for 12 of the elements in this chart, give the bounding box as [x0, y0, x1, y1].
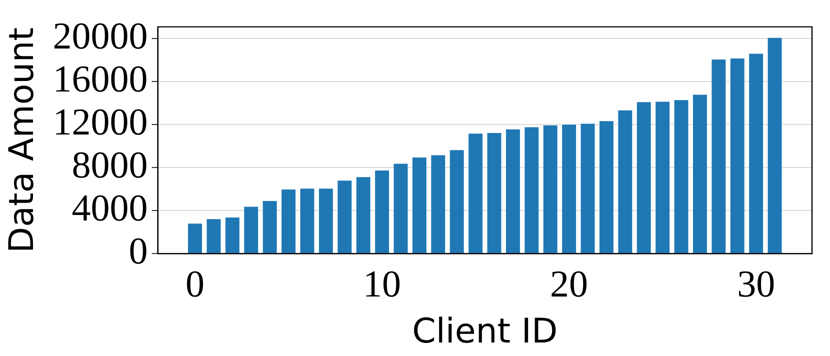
y-tick-label: 0 — [128, 230, 148, 273]
y-axis-title: Data Amount — [2, 27, 42, 254]
x-axis-title: Client ID — [412, 311, 558, 352]
x-tick-label: 0 — [186, 263, 205, 306]
x-tick-label: 30 — [737, 263, 776, 306]
y-tick-label: 8000 — [72, 144, 148, 187]
y-tick-label: 4000 — [72, 188, 148, 230]
y-tick-label: 20000 — [52, 16, 148, 58]
x-tick-label: 20 — [550, 263, 588, 306]
x-tick-label: 10 — [363, 263, 402, 306]
y-tick-label: 12000 — [52, 102, 148, 144]
y-tick-label: 16000 — [52, 58, 148, 101]
